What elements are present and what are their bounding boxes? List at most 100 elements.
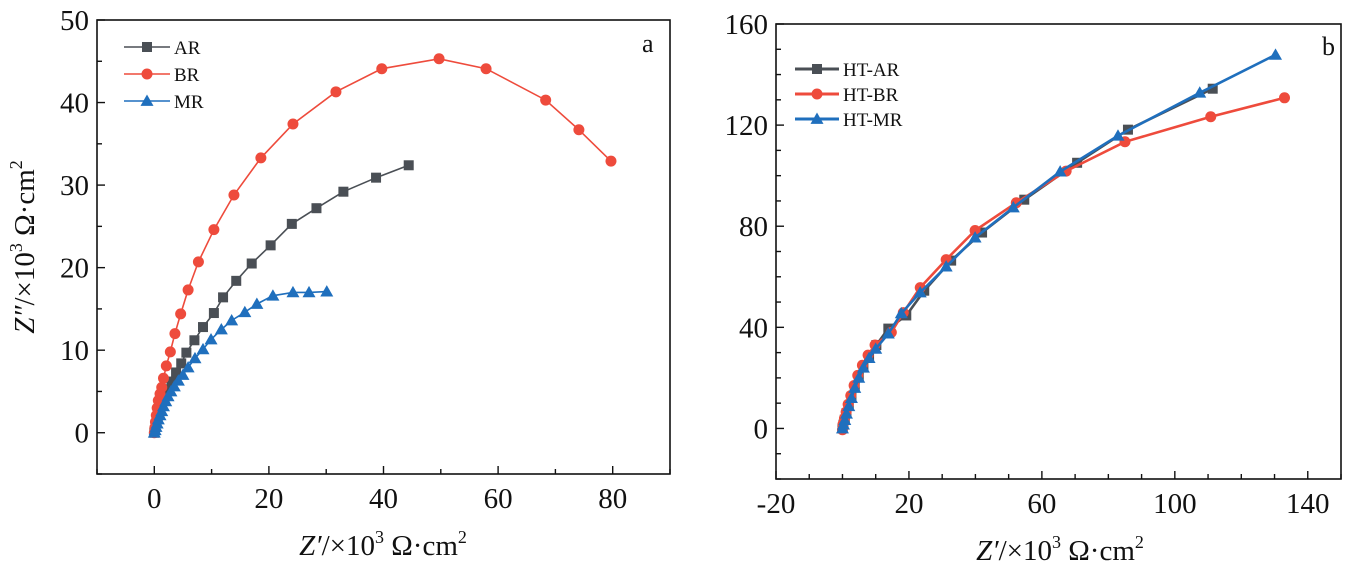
legend-entry-br: BR [124,65,200,86]
data-point [228,189,240,201]
data-point [839,407,853,419]
data-point [852,371,866,383]
data-point [302,285,316,298]
data-point [433,53,445,65]
data-point [573,124,585,136]
x-axis-title: Z′/×103 Ω·cm2 [299,527,467,562]
data-point [171,367,182,378]
series-line [841,53,1277,429]
x-tick-label: 40 [369,483,398,515]
y-tick-label: 20 [60,253,89,285]
legend-entry-ar: AR [124,38,201,59]
data-point [218,292,229,303]
data-point [169,328,181,340]
data-point [231,275,242,286]
data-point [881,327,895,339]
data-point [1072,157,1083,168]
data-point [376,63,388,75]
series-ht-ar [837,83,1218,434]
data-point [192,256,204,268]
data-point [181,361,195,373]
data-point [856,361,870,373]
data-point [266,289,280,301]
y-axis-title: Z″/×103 Ω·cm2 [6,160,41,334]
data-point [330,86,342,98]
data-point [1006,201,1020,213]
y-tick-label: 120 [725,110,769,142]
data-point [208,308,219,319]
legend-label: HT-AR [843,60,900,81]
data-point [842,399,856,412]
y-tick-label: 0 [75,418,90,450]
data-point [188,351,202,364]
legend-label: HT-MR [843,110,903,131]
data-point [176,368,190,380]
data-point [287,118,299,130]
legend-label: MR [174,92,204,113]
y-tick-label: 50 [60,5,89,37]
data-point [403,160,414,171]
data-point [968,231,982,243]
data-point [939,260,953,272]
data-point [480,63,492,75]
legend-marker [141,68,153,80]
y-tick-label: 30 [60,170,89,202]
series-ht-mr [835,48,1283,434]
data-point [225,313,239,326]
data-point [286,285,300,298]
data-point [311,203,322,214]
legend-entry-ht-mr: HT-MR [795,110,903,131]
legend-marker [810,112,824,124]
legend-entry-ht-br: HT-BR [795,85,899,106]
data-point [540,94,552,106]
x-axis-title: Z′/×103 Ω·cm2 [976,532,1144,567]
x-tick-label: 20 [894,488,923,520]
data-point [869,342,883,354]
data-point [238,305,252,318]
legend-entry-mr: MR [124,92,204,113]
chart-panel-b: -20 20 60 100 140 0 40 80 120 160 Z′/×103 Ω·cm2 b HT… [725,9,1342,567]
series-ar [149,160,414,438]
data-point [246,258,257,269]
data-point [862,351,876,364]
data-point [160,360,172,372]
data-point [156,381,168,393]
data-point [204,332,218,345]
data-point [196,342,210,355]
series-ht-br [836,92,1290,436]
legend-label: AR [174,38,201,59]
data-point [164,346,176,358]
data-point [181,347,192,358]
y-tick-label: 80 [739,211,768,243]
data-point [1111,129,1125,141]
data-point [167,380,181,392]
data-point [838,413,852,425]
legend-label: BR [174,65,200,86]
data-point [189,335,200,346]
data-point [265,240,276,251]
data-point [913,285,927,298]
data-point [1205,111,1217,123]
series-br [148,53,617,439]
x-tick-label: 60 [1027,488,1056,520]
series-line [153,57,612,433]
legend-entry-ht-ar: HT-AR [795,60,900,81]
data-point [338,186,349,197]
data-point [969,225,981,237]
panel-label: b [1322,32,1335,61]
y-tick-label: 40 [739,312,768,344]
series-line [841,96,1285,430]
series-mr [147,285,334,438]
data-point [255,152,267,164]
data-point [286,218,297,229]
panel-label: a [642,29,654,58]
data-point [371,172,382,183]
data-point [1053,165,1067,177]
data-point [176,358,187,369]
data-point [163,384,174,395]
series-line [153,164,409,433]
y-tick-label: 10 [60,335,89,367]
x-tick-label: 80 [598,483,627,515]
series-line [841,87,1214,429]
